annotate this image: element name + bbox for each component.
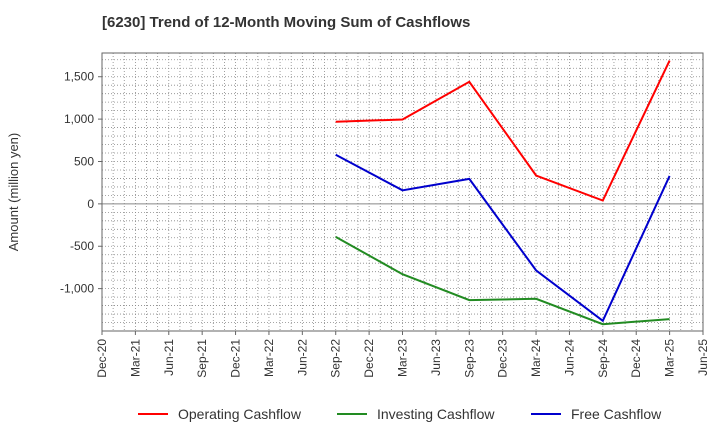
x-tick-label: Sep-23 (462, 339, 476, 378)
x-tick-label: Dec-23 (496, 339, 510, 378)
x-tick-label: Dec-21 (229, 339, 243, 378)
x-tick-label: Mar-23 (396, 339, 410, 377)
x-tick-label: Mar-21 (128, 339, 142, 377)
x-tick-label: Mar-24 (529, 339, 543, 377)
x-tick-label: Dec-22 (362, 339, 376, 378)
y-tick-label: 1,000 (64, 112, 94, 126)
legend-label: Operating Cashflow (178, 406, 302, 422)
x-tick-label: Mar-22 (262, 339, 276, 377)
x-tick-label: Sep-24 (596, 339, 610, 378)
x-tick-label: Dec-20 (95, 339, 109, 378)
y-axis-label: Amount (million yen) (6, 133, 21, 252)
x-tick-label: Jun-22 (295, 339, 309, 376)
x-tick-label: Sep-21 (195, 339, 209, 378)
y-tick-label: -500 (70, 239, 94, 253)
chart-title: [6230] Trend of 12-Month Moving Sum of C… (102, 14, 471, 31)
x-tick-label: Sep-22 (329, 339, 343, 378)
series-line-operating-cashflow (335, 60, 671, 202)
legend-label: Investing Cashflow (377, 406, 495, 422)
y-tick-label: 1,500 (64, 70, 94, 84)
y-tick-label: 0 (87, 197, 94, 211)
series-line-free-cashflow (335, 153, 671, 323)
x-tick-label: Jun-21 (162, 339, 176, 376)
legend-label: Free Cashflow (571, 406, 662, 422)
x-tick-label: Mar-25 (663, 339, 677, 377)
y-tick-label: -1,000 (60, 282, 94, 296)
x-tick-label: Jun-24 (562, 339, 576, 376)
x-tick-label: Jun-23 (429, 339, 443, 376)
x-tick-label: Dec-24 (629, 339, 643, 378)
series-line-investing-cashflow (335, 236, 670, 326)
x-tick-label: Jun-25 (696, 339, 710, 376)
y-tick-label: 500 (74, 154, 94, 168)
